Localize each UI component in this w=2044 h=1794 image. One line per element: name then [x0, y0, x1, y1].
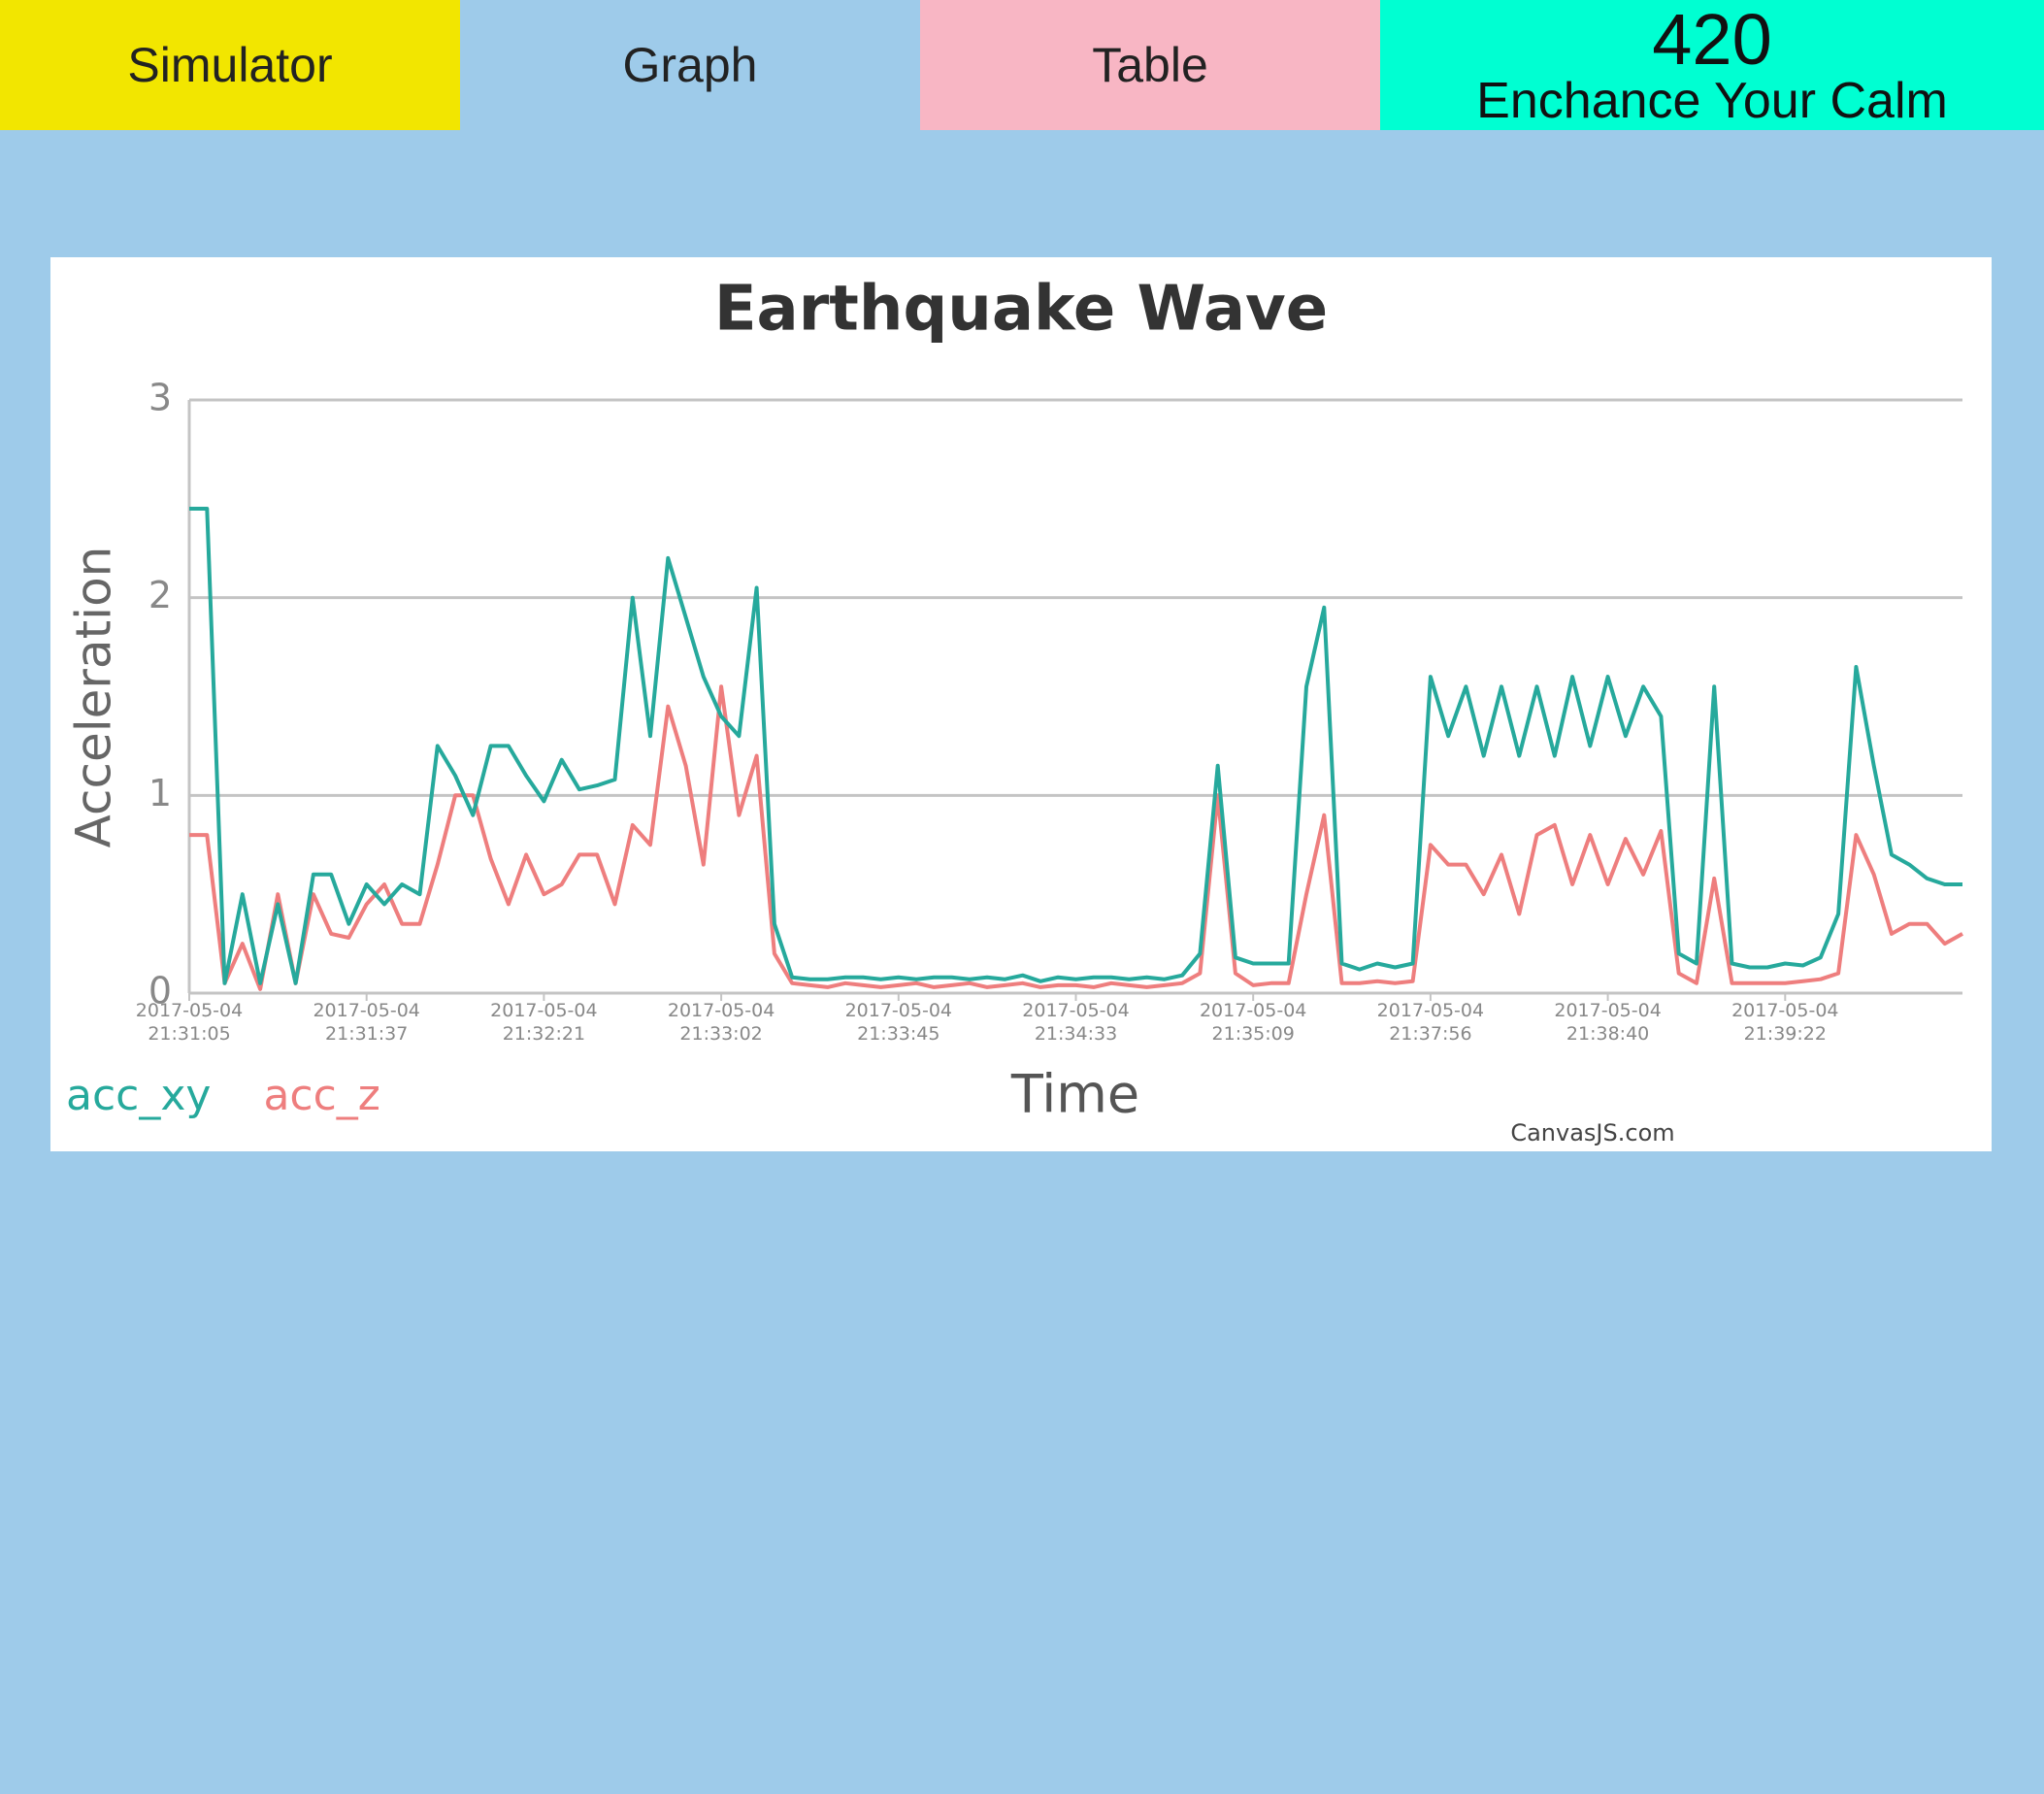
nav-bar: Simulator Graph Table 420 Enchance Your …	[0, 0, 2044, 130]
y-tick-label: 2	[148, 574, 172, 616]
nav-tab[interactable]: Simulator	[0, 0, 460, 130]
x-tick-label: 2017-05-04 21:39:22	[1731, 1000, 1839, 1045]
series-line	[189, 507, 1962, 985]
nav-tab[interactable]: Table	[920, 0, 1380, 130]
x-tick-label: 2017-05-04 21:33:45	[844, 1000, 952, 1045]
counter-value: 420	[1652, 0, 1772, 80]
y-axis-title: Acceleration	[66, 547, 122, 848]
credit: CanvasJS.com	[1510, 1119, 1674, 1146]
y-tick-label: 3	[148, 377, 172, 419]
counter-panel: 420 Enchance Your Calm	[1380, 0, 2044, 130]
x-tick-label: 2017-05-04 21:37:56	[1376, 1000, 1485, 1045]
chart: Earthquake Wave Acceleration Time Canvas…	[66, 274, 1963, 1146]
legend-entry: acc_xy	[66, 1071, 211, 1120]
x-tick-label: 2017-05-04 21:33:02	[667, 1000, 775, 1045]
chart-container: Earthquake Wave Acceleration Time Canvas…	[50, 257, 1992, 1151]
y-tick-label: 0	[148, 970, 172, 1013]
nav-tab[interactable]: Graph	[460, 0, 920, 130]
counter-label: Enchance Your Calm	[1476, 73, 1948, 129]
x-axis-title: Time	[1010, 1064, 1139, 1125]
y-tick-label: 1	[148, 772, 172, 814]
chart-title: Earthquake Wave	[714, 274, 1328, 346]
x-tick-label: 2017-05-04 21:31:05	[135, 1000, 244, 1045]
x-tick-label: 2017-05-04 21:35:09	[1199, 1000, 1307, 1045]
legend-entry: acc_z	[263, 1071, 379, 1120]
x-tick-label: 2017-05-04 21:32:21	[490, 1000, 598, 1045]
series-line	[189, 684, 1963, 991]
x-tick-label: 2017-05-04 21:34:33	[1022, 1000, 1130, 1045]
x-tick-label: 2017-05-04 21:31:37	[313, 1000, 420, 1045]
x-tick-label: 2017-05-04 21:38:40	[1554, 1000, 1662, 1045]
